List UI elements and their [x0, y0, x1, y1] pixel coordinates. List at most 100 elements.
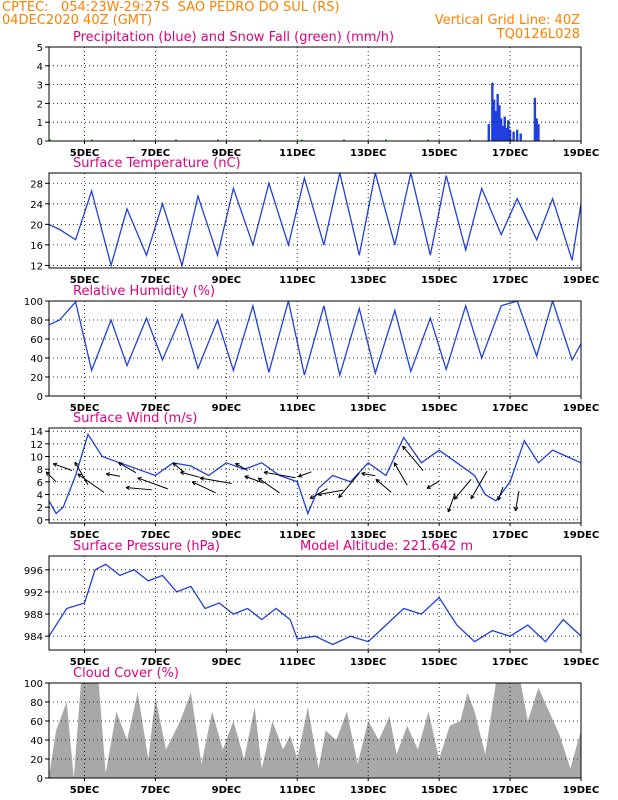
wind-arrow-head — [77, 473, 81, 478]
rh-xtick-label: 5DEC — [70, 403, 99, 414]
wind-arrow-head — [125, 487, 130, 491]
precip-bar — [494, 110, 498, 141]
wind-arrow — [402, 445, 424, 471]
wind-arrow-head — [172, 462, 176, 467]
wind-arrow-head — [361, 472, 366, 477]
wind-arrow — [106, 473, 121, 477]
cloud-frame — [48, 682, 582, 779]
wind-arrow — [453, 479, 472, 500]
wind-arrow — [447, 493, 456, 513]
wind-arrow — [338, 472, 360, 498]
pressure-xtick-label: 7DEC — [141, 657, 170, 668]
precip-ytick-label: 0 — [37, 137, 43, 148]
wind-arrow — [361, 472, 376, 477]
precip-frame — [48, 46, 582, 142]
precip-bars — [487, 82, 540, 141]
precip-xtick-label: 11DEC — [279, 148, 315, 159]
wind-arrow-head — [52, 463, 57, 467]
pressure-xtick-label: 15DEC — [421, 657, 457, 668]
cloud-title: Cloud Cover (%) — [73, 666, 179, 681]
pressure-ytick-label: 984 — [24, 632, 43, 643]
wind-xtick-label: 9DEC — [212, 530, 241, 541]
wind-frame — [48, 427, 582, 524]
wind-arrow-head — [338, 493, 341, 498]
precip-bar — [491, 82, 494, 141]
wind-line — [49, 432, 581, 516]
wind-xtick-label: 19DEC — [563, 530, 599, 541]
wind-arrow — [125, 487, 152, 491]
wind-arrow-head — [317, 491, 322, 496]
temp-xtick-label: 11DEC — [279, 275, 315, 286]
wind-arrow-head — [257, 477, 261, 482]
wind-xtick-label: 13DEC — [350, 530, 386, 541]
rh-ytick-label: 40 — [30, 354, 43, 365]
pressure-xtick-label: 5DEC — [70, 657, 99, 668]
wind-xtick-label: 17DEC — [492, 530, 528, 541]
wind-arrow — [317, 489, 344, 496]
wind-arrow-head — [118, 462, 122, 467]
pressure-ytick-label: 996 — [24, 566, 43, 577]
rh-ytick-label: 60 — [30, 335, 43, 346]
wind-arrow-head — [454, 497, 459, 500]
cloud-xtick-label: 9DEC — [212, 785, 241, 796]
pressure-xtick-label: 13DEC — [350, 657, 386, 668]
wind-arrow-head — [375, 479, 379, 484]
cloud-xtick-label: 7DEC — [141, 785, 170, 796]
wind-arrow-head — [137, 477, 141, 482]
precip-xtick-label: 13DEC — [350, 148, 386, 159]
cloud-ytick-label: 20 — [30, 755, 43, 766]
rh-xtick-label: 7DEC — [141, 403, 170, 414]
wind-arrow-head — [338, 495, 343, 498]
rh-line — [49, 301, 581, 378]
precip-bar — [501, 125, 505, 141]
pressure-xtick-label: 17DEC — [492, 657, 528, 668]
rh-ytick-label: 0 — [37, 392, 43, 403]
header-grid-line: Vertical Grid Line: 40Z — [434, 13, 580, 28]
wind-ytick-label: 8 — [37, 465, 43, 476]
temp-ytick-label: 24 — [30, 200, 43, 211]
wind-arrow — [74, 461, 89, 485]
wind-ytick-label: 14 — [30, 427, 43, 438]
precip-bar — [515, 129, 519, 141]
wind-arrow — [137, 477, 168, 490]
temp-xtick-label: 19DEC — [563, 275, 599, 286]
wind-arrow-head — [105, 473, 110, 477]
rh-ytick-label: 100 — [24, 297, 43, 308]
precip-bar — [519, 133, 522, 141]
pressure-title: Surface Pressure (hPa) — [73, 539, 220, 554]
wind-arrow — [77, 473, 105, 493]
wind-arrow-head — [106, 472, 111, 475]
wind-arrow — [53, 463, 73, 471]
wind-arrow-head — [317, 494, 322, 497]
wind-ytick-label: 2 — [37, 503, 43, 514]
temp-ytick-label: 16 — [30, 241, 43, 252]
wind-ytick-label: 0 — [37, 516, 43, 527]
temp-line — [49, 173, 581, 268]
pressure-frame — [48, 555, 582, 651]
precip-xtick-label: 19DEC — [563, 148, 599, 159]
wind-arrow — [375, 478, 392, 493]
temp-xtick-label: 13DEC — [350, 275, 386, 286]
wind-arrow-head — [497, 497, 502, 501]
temp-xtick-label: 7DEC — [141, 275, 170, 286]
wind-arrow-head — [309, 494, 313, 499]
precip-bar — [505, 127, 508, 141]
precip-title: Precipitation (blue) and Snow Fall (gree… — [73, 30, 395, 45]
wind-xtick-label: 5DEC — [70, 530, 99, 541]
wind-arrow-head — [426, 484, 430, 489]
precip-xtick-label: 7DEC — [141, 148, 170, 159]
wind-arrow-head — [470, 496, 475, 500]
rh-frame — [48, 300, 582, 397]
wind-title: Surface Wind (m/s) — [73, 411, 198, 426]
wind-ytick-label: 6 — [37, 478, 43, 489]
wind-arrow-head — [513, 506, 516, 512]
precip-xtick-label: 17DEC — [492, 148, 528, 159]
pressure-xtick-label: 9DEC — [212, 657, 241, 668]
temp-xtick-label: 15DEC — [421, 275, 457, 286]
precip-bar — [507, 120, 510, 141]
wind-arrow-head — [447, 508, 452, 513]
wind-arrow — [200, 477, 232, 485]
wind-arrow-head — [393, 462, 398, 466]
temp-xtick-label: 17DEC — [492, 275, 528, 286]
wind-arrow — [191, 481, 216, 494]
